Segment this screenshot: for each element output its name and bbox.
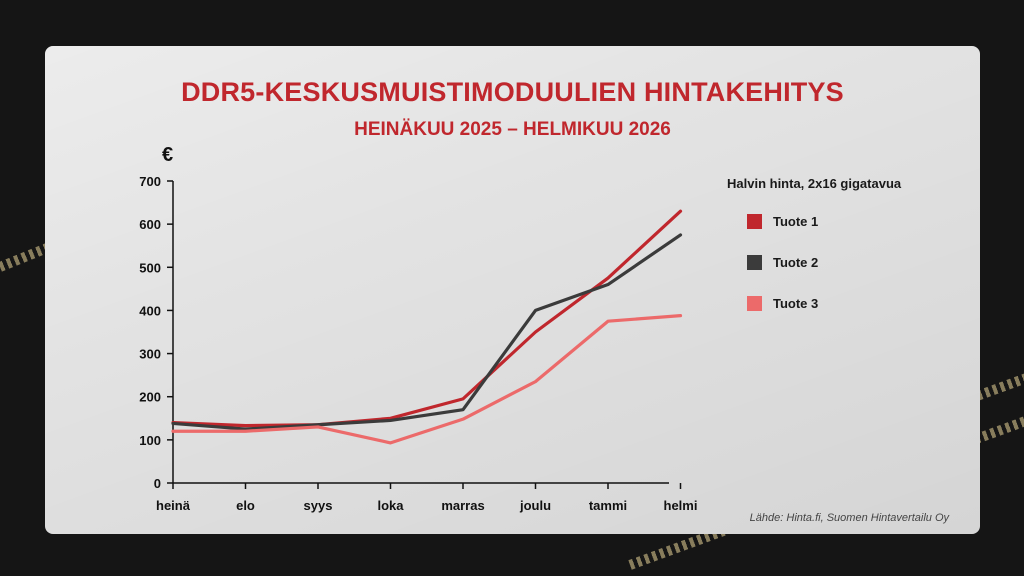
legend-item: Tuote 1 <box>747 213 818 229</box>
chart-panel: DDR5-KESKUSMUISTIMODUULIEN HINTAKEHITYS … <box>45 46 980 534</box>
chart-subtitle: HEINÄKUU 2025 – HELMIKUU 2026 <box>354 119 671 140</box>
legend-swatch <box>747 254 762 270</box>
legend-item: Tuote 2 <box>747 254 818 270</box>
x-tick-label: heinä <box>156 498 191 513</box>
panel-shading <box>45 46 980 534</box>
legend-label: Tuote 1 <box>773 213 819 229</box>
chart-series-lines <box>171 209 683 445</box>
legend-swatch <box>747 295 762 311</box>
y-tick-label: 400 <box>139 303 161 318</box>
series-line-3 <box>171 314 683 445</box>
y-tick-label: 300 <box>139 347 161 362</box>
y-tick-label: 700 <box>139 174 161 189</box>
y-tick-label: 100 <box>139 433 161 448</box>
y-axis-unit-label: € <box>162 144 174 166</box>
y-tick-label: 600 <box>139 217 161 232</box>
x-tick-label: loka <box>377 498 404 513</box>
chart-ticks: 0 100 200 300 400 500 600 700 heinä elo syys loka ma… <box>139 174 697 513</box>
x-tick-label: tammi <box>589 498 627 513</box>
legend-label: Tuote 2 <box>773 254 819 270</box>
series-line-2 <box>171 233 683 431</box>
line-chart: 0 100 200 300 400 500 600 700 heinä elo syys loka ma… <box>139 174 697 513</box>
x-tick-label: syys <box>304 498 333 513</box>
y-tick-label: 0 <box>154 476 161 491</box>
legend-swatch <box>747 213 762 229</box>
x-tick-label: elo <box>236 498 255 513</box>
series-line-1 <box>171 209 683 428</box>
x-tick-label: marras <box>441 498 484 513</box>
source-note: Lähde: Hinta.fi, Suomen Hintavertailu Oy <box>749 512 949 524</box>
y-tick-label: 500 <box>139 260 161 275</box>
legend-label: Tuote 3 <box>773 295 819 311</box>
x-tick-label: helmi <box>664 498 698 513</box>
y-tick-label: 200 <box>139 390 161 405</box>
legend-item: Tuote 3 <box>747 295 818 311</box>
legend-title: Halvin hinta, 2x16 gigatavua <box>727 176 902 191</box>
chart-title: DDR5-KESKUSMUISTIMODUULIEN HINTAKEHITYS <box>181 77 844 107</box>
x-tick-label: joulu <box>519 498 551 513</box>
